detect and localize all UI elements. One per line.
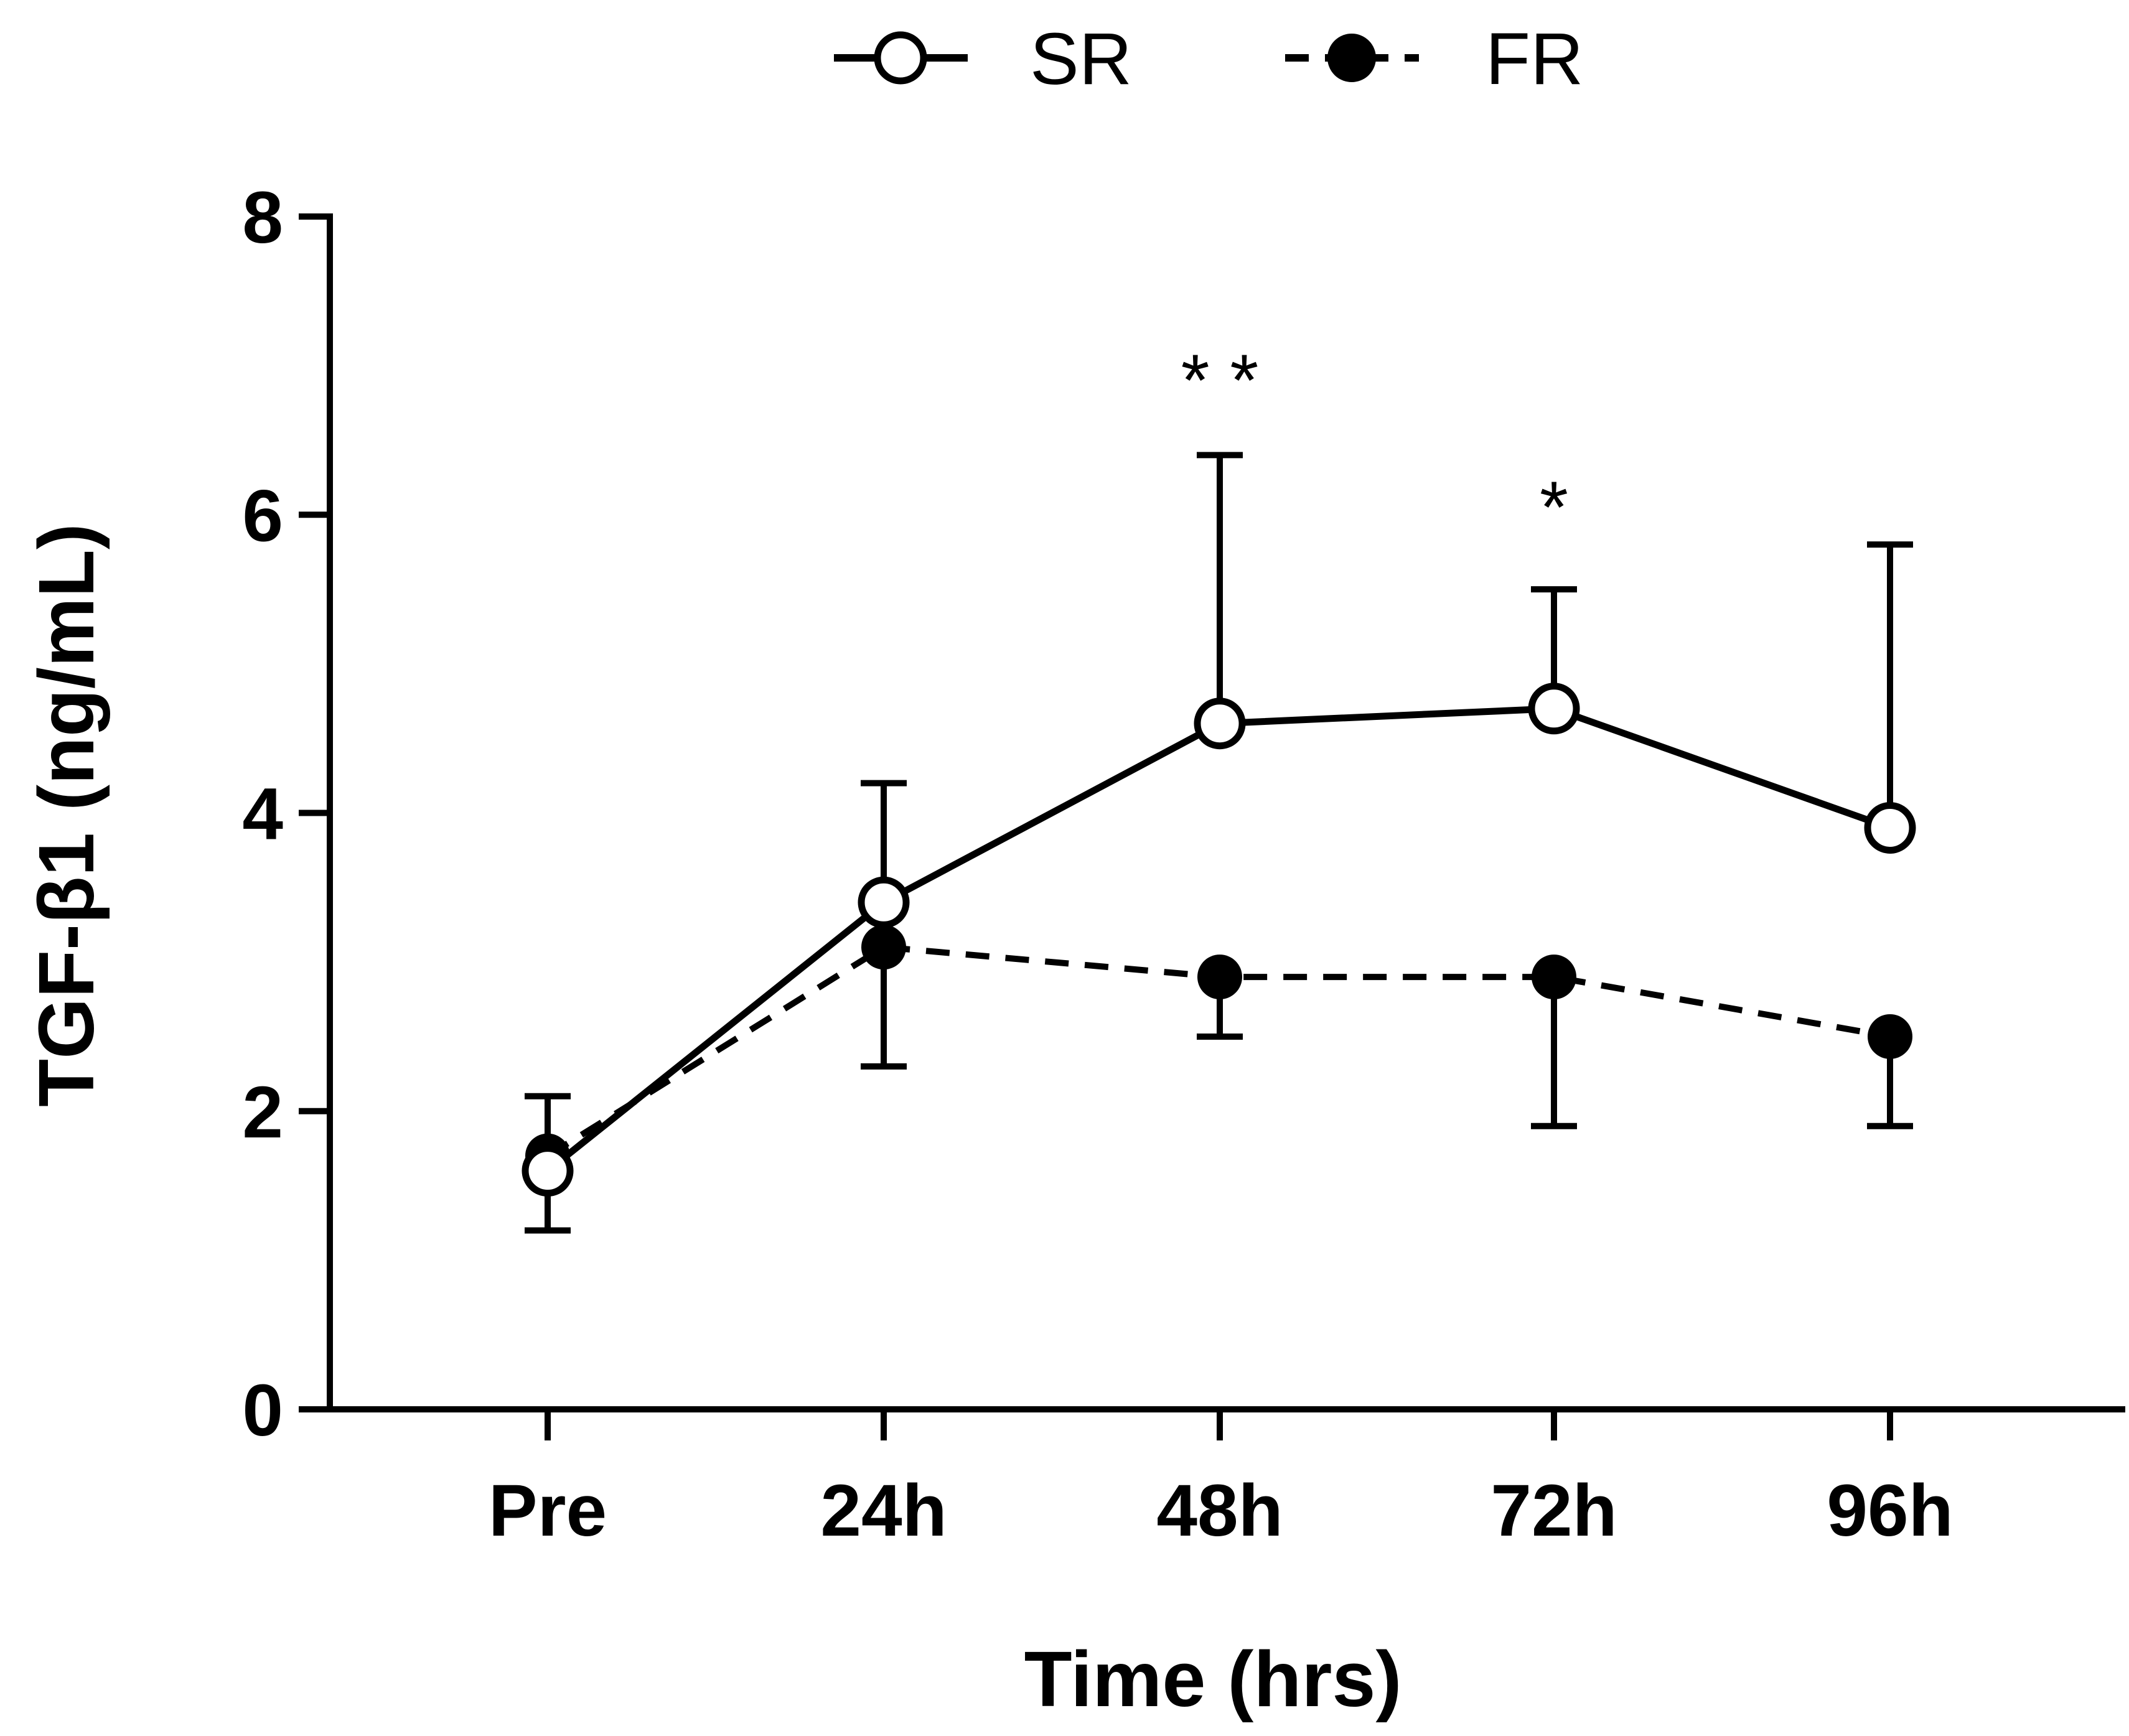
series-sr-point xyxy=(522,1145,574,1197)
series-fr-point xyxy=(861,925,906,970)
y-tick-label: 0 xyxy=(242,1370,283,1452)
y-axis-title: TGF-β1 (ng/mL) xyxy=(22,523,110,1107)
plot-area: * * * xyxy=(522,340,1916,1234)
series-fr-point xyxy=(1197,954,1242,1000)
series-sr-point xyxy=(1194,698,1246,750)
series-sr-point xyxy=(1528,683,1580,735)
series-fr-point xyxy=(1532,954,1576,1000)
x-axis-title: Time (hrs) xyxy=(1024,1635,1402,1723)
x-tick-label: Pre xyxy=(489,1470,607,1552)
series-sr-line xyxy=(545,705,1891,1174)
y-tick-label: 8 xyxy=(242,177,283,259)
x-tick-label: 72h xyxy=(1490,1470,1617,1552)
x-tick-label: 48h xyxy=(1156,1470,1283,1552)
series-sr-point xyxy=(858,876,910,928)
axes: 0 2 4 6 8 Pre 24h 48h 72h 96h xyxy=(242,177,2125,1552)
legend-sr-label: SR xyxy=(1030,18,1132,100)
y-tick-label: 4 xyxy=(242,773,283,856)
series-fr-point xyxy=(1868,1014,1912,1059)
legend-fr-label: FR xyxy=(1486,18,1583,100)
significance-marker: * xyxy=(1540,466,1568,548)
series-sr-point xyxy=(1864,801,1916,854)
legend-sr-marker xyxy=(874,31,927,85)
legend: SR FR xyxy=(834,18,1583,100)
x-tick-label: 96h xyxy=(1827,1470,1953,1552)
significance-marker: * * xyxy=(1181,340,1259,422)
y-tick-label: 2 xyxy=(242,1071,283,1154)
x-tick-label: 24h xyxy=(820,1470,947,1552)
y-tick-label: 6 xyxy=(242,475,283,557)
legend-fr-marker xyxy=(1327,34,1376,82)
